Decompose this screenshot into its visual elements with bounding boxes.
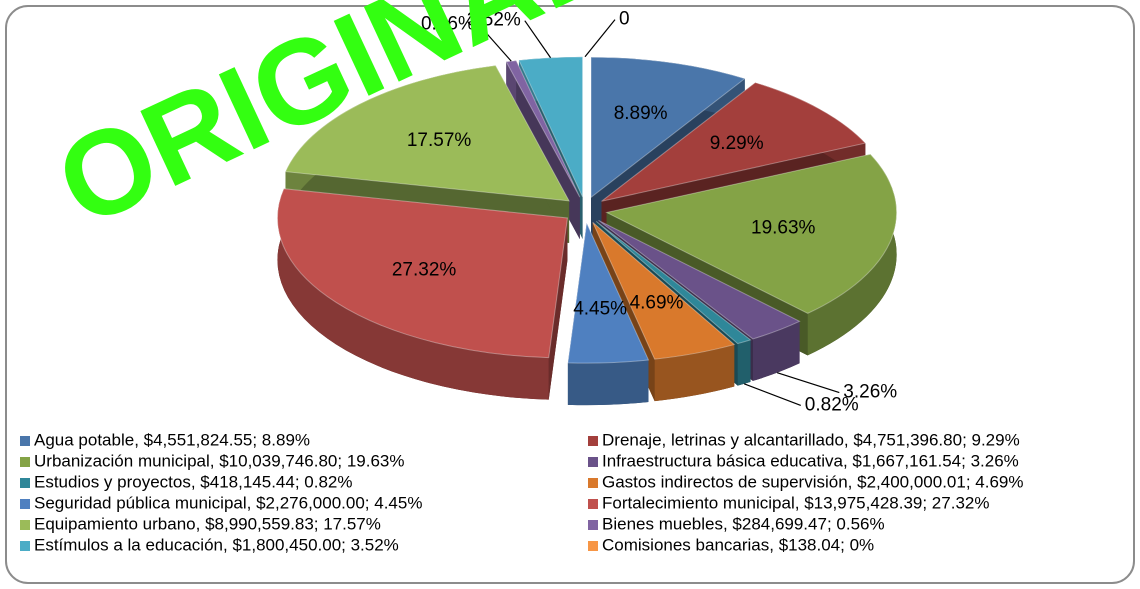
legend-swatch (20, 436, 30, 446)
slice-top (598, 219, 801, 340)
legend-label: Infraestructura básica educativa, $1,667… (602, 451, 1019, 470)
legend-label: Comisiones bancarias, $138.04; 0% (602, 535, 874, 554)
legend-label: Urbanización municipal, $10,039,746.80; … (34, 451, 404, 470)
slice (567, 221, 650, 406)
slice-top (592, 221, 736, 360)
legend-swatch (588, 520, 598, 530)
legend-label: Seguridad pública municipal, $2,276,000.… (34, 493, 422, 512)
data-label: 3.52% (467, 10, 521, 31)
data-label: 4.69% (630, 293, 684, 314)
legend-swatch (20, 541, 30, 551)
leader-line (584, 19, 616, 58)
slice-top (518, 56, 584, 198)
slice-side (737, 339, 751, 386)
data-label: 0.82% (805, 394, 859, 415)
data-label: 27.32% (392, 259, 457, 280)
slice-top (284, 64, 570, 202)
legend-swatch (20, 478, 30, 488)
slice-side (654, 344, 735, 402)
legend-swatch (588, 541, 598, 551)
data-label: 19.63% (751, 218, 816, 239)
slice-side (277, 188, 549, 400)
leader-line (776, 372, 840, 394)
legend-label: Gastos indirectos de supervisión, $2,400… (602, 472, 1024, 491)
legend-label: Estímulos a la educación, $1,800,450.00;… (34, 535, 399, 554)
leader-line (524, 20, 552, 59)
legend-label: Fortalecimiento municipal, $13,975,428.3… (602, 493, 989, 512)
legend-label: Estudios y proyectos, $418,145.44; 0.82% (34, 472, 352, 491)
legend-label: Drenaje, letrinas y alcantarillado, $4,7… (602, 430, 1020, 449)
slice-top (605, 153, 898, 314)
slice-side (567, 359, 649, 406)
data-label: 17.57% (407, 130, 472, 151)
legend-label: Equipamiento urbano, $8,990,559.83; 17.5… (34, 514, 381, 533)
legend-swatch (20, 520, 30, 530)
data-label: 3.26% (843, 382, 897, 403)
slice-top (277, 188, 569, 359)
data-label: 4.45% (573, 299, 627, 320)
slice-top (590, 56, 746, 199)
legend-swatch (588, 436, 598, 446)
legend-swatch (588, 499, 598, 509)
slice-side (752, 321, 800, 381)
data-label: 0.56% (421, 14, 475, 35)
slice-top (601, 82, 867, 202)
slice (277, 188, 569, 400)
legend-swatch (20, 499, 30, 509)
slice-wall (548, 217, 568, 400)
leader-line (478, 24, 512, 62)
legend-label: Agua potable, $4,551,824.55; 8.89% (34, 430, 310, 449)
data-label: 9.29% (710, 133, 764, 154)
legend-swatch (20, 457, 30, 467)
slice-top (505, 60, 581, 198)
legend-label: Bienes muebles, $284,699.47; 0.56% (602, 514, 885, 533)
slice-top (567, 221, 650, 364)
data-label: 0 (619, 9, 630, 30)
slice-side (807, 154, 897, 356)
legend-swatch (588, 457, 598, 467)
slice-top (595, 220, 752, 345)
leader-line (743, 383, 802, 407)
legend-swatch (588, 478, 598, 488)
data-label: 8.89% (614, 103, 668, 124)
